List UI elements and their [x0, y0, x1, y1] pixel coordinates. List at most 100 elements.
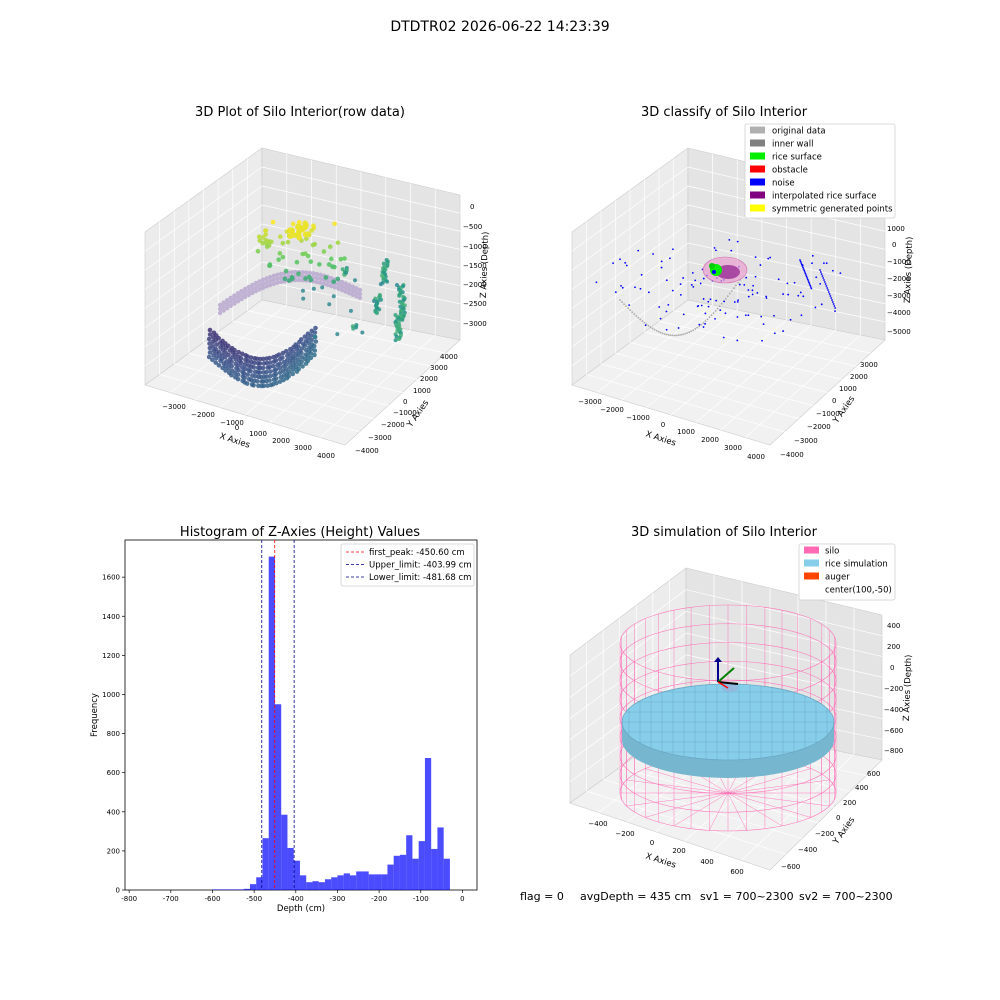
hist-ylabel: Frequency: [90, 693, 100, 737]
scatter-point: [251, 365, 257, 370]
histogram-bar: [387, 864, 394, 890]
scatter-point: [229, 372, 234, 378]
grid-line: [615, 352, 814, 406]
scatter-point: [671, 334, 674, 337]
scatter-point: [700, 304, 703, 307]
scatter-point: [825, 285, 828, 287]
x-tick-label: -300: [330, 895, 346, 903]
scatter-point: [217, 310, 223, 316]
scatter-point: [635, 314, 638, 317]
scatter-point: [704, 320, 707, 323]
scatter-point: [235, 376, 241, 382]
scatter-point: [273, 371, 279, 377]
grid-line: [586, 374, 785, 433]
scatter-point: [278, 234, 283, 239]
scatter-point: [248, 355, 254, 360]
scatter-point: [698, 325, 701, 328]
scatter-point: [221, 304, 226, 309]
scatter-point: [712, 270, 716, 274]
scatter-point: [769, 256, 772, 259]
scatter-point: [335, 276, 341, 282]
scatter-point: [260, 365, 266, 371]
scatter-point: [238, 356, 244, 361]
p2-legend: original data inner wall rice surface obsta…: [744, 123, 896, 219]
scatter-point: [649, 326, 652, 329]
scatter-point: [232, 347, 237, 353]
scatter-point: [265, 383, 270, 388]
scatter-point: [694, 279, 697, 282]
scatter-point: [253, 280, 259, 286]
p1-ztick-2: −2000: [463, 281, 487, 289]
scatter-point: [719, 309, 722, 312]
scatter-point: [213, 360, 219, 365]
scatter-point: [690, 284, 693, 286]
histogram-bar: [399, 854, 407, 890]
scatter-point: [714, 310, 717, 312]
grid-line: [745, 334, 861, 438]
scatter-point: [301, 296, 306, 301]
scatter-point: [621, 286, 624, 289]
scatter-point: [268, 274, 273, 280]
scatter-point: [296, 353, 301, 358]
scatter-point: [754, 275, 757, 278]
p1-xtick-5: 2000: [272, 437, 290, 445]
y-tick-label: 1200: [102, 652, 120, 660]
p4-ztick-4: 0: [890, 664, 894, 672]
scatter-point: [335, 332, 340, 337]
scatter-point: [307, 270, 312, 275]
scatter-point: [217, 302, 223, 308]
footer-sv1: sv1 = 700~2300: [700, 890, 794, 903]
p2-xtick-3: 0: [661, 421, 665, 429]
scatter-point: [704, 322, 706, 325]
p1-xtick-7: 4000: [317, 452, 335, 460]
scatter-point: [347, 282, 352, 288]
histogram-bar: [362, 871, 369, 890]
p2-ytick-3: −1000: [816, 410, 840, 418]
scatter-point: [327, 302, 332, 307]
scatter-point: [321, 281, 327, 287]
scatter-point: [669, 334, 672, 337]
histogram-bar: [343, 873, 350, 890]
x-tick-label: -400: [288, 895, 304, 903]
scatter-point: [831, 269, 834, 272]
grid-line: [687, 242, 886, 286]
footer-flag: flag = 0: [520, 890, 564, 903]
p4-legend: silo rice simulation auger center(100,-50): [798, 543, 896, 601]
histogram-bar: [368, 874, 375, 890]
legend-swatch: [750, 139, 765, 147]
scatter-point: [378, 297, 383, 302]
grid-line: [569, 611, 687, 698]
auger-axes: [714, 657, 739, 689]
silo-wireframe: [619, 604, 837, 832]
scatter-point: [805, 275, 808, 278]
grid-line: [144, 261, 263, 348]
scatter-point: [268, 282, 273, 288]
scatter-point: [702, 322, 705, 324]
p1-ytick-8: 4000: [440, 353, 458, 361]
scatter-point: [257, 283, 262, 288]
scatter-point: [338, 256, 344, 262]
scatter-point: [621, 301, 623, 303]
scatter-point: [286, 373, 291, 379]
scatter-point: [712, 312, 715, 315]
scatter-point: [301, 224, 308, 231]
scatter-point: [655, 329, 658, 332]
histogram-bar: [312, 881, 319, 890]
scatter-point: [738, 283, 741, 286]
scatter-point: [339, 279, 345, 285]
scatter-point: [308, 355, 314, 361]
scatter-point: [216, 349, 222, 355]
scatter-point: [743, 284, 746, 286]
scatter-point: [264, 369, 269, 375]
scatter-point: [264, 374, 269, 379]
scatter-point: [765, 295, 768, 298]
histogram-bar: [256, 877, 263, 890]
p2-ytick-5: 1000: [839, 385, 857, 393]
p2-ytick-6: 2000: [850, 373, 868, 381]
grid-line: [603, 778, 803, 839]
grid-line: [600, 363, 799, 420]
silo-spoke: [727, 779, 830, 794]
p4-legend-box: [798, 543, 896, 601]
scatter-point: [246, 292, 251, 298]
scatter-point: [614, 291, 617, 294]
